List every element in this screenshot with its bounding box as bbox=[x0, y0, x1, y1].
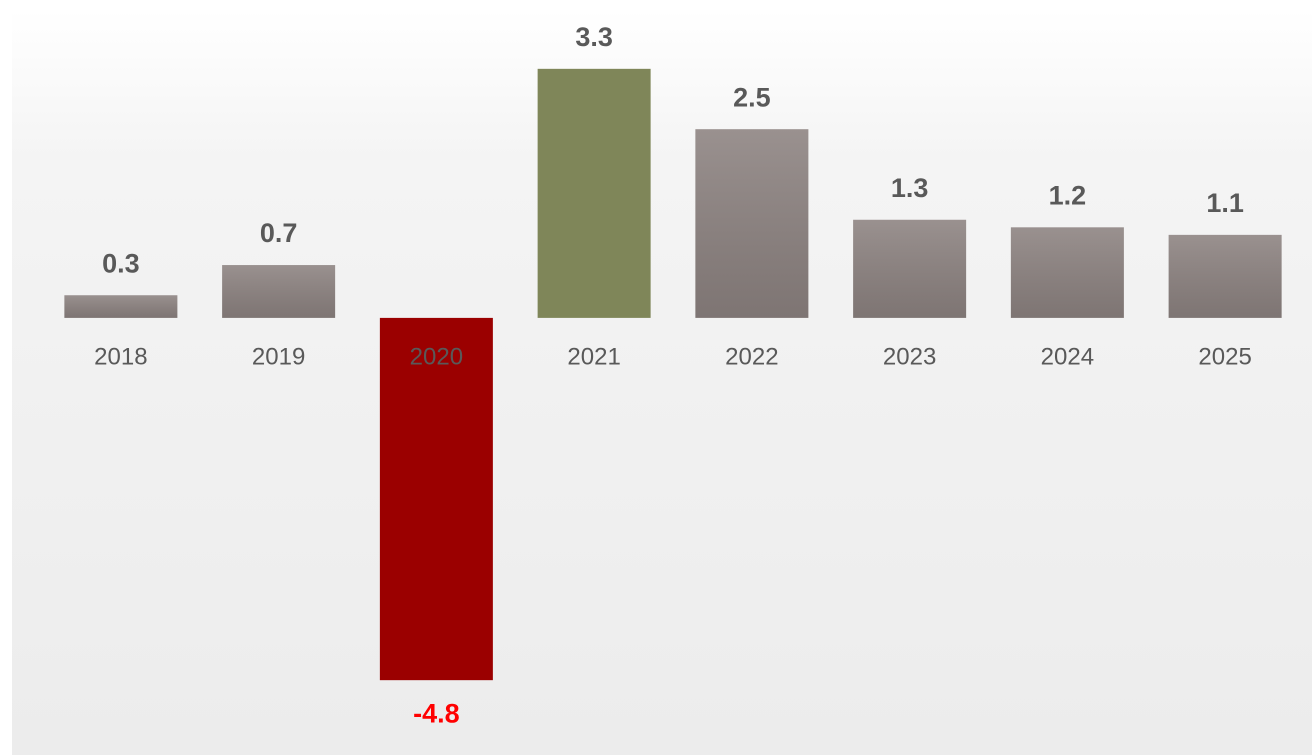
x-tick-label: 2025 bbox=[1198, 343, 1251, 370]
value-label: 2.5 bbox=[733, 82, 771, 112]
bar bbox=[379, 317, 493, 681]
bar-shade bbox=[853, 219, 967, 318]
bar-shade bbox=[1010, 227, 1124, 318]
bar-shade bbox=[695, 129, 809, 318]
x-tick-label: 2022 bbox=[725, 343, 778, 370]
bar bbox=[537, 68, 651, 318]
value-label: 1.3 bbox=[891, 173, 929, 203]
value-label: 3.3 bbox=[575, 22, 613, 52]
x-tick-label: 2023 bbox=[883, 343, 936, 370]
value-label: 1.1 bbox=[1206, 188, 1244, 218]
value-label: 0.3 bbox=[102, 248, 140, 278]
bar-shade bbox=[64, 295, 178, 318]
x-tick-label: 2019 bbox=[252, 343, 305, 370]
x-tick-label: 2024 bbox=[1041, 343, 1094, 370]
value-label: -4.8 bbox=[413, 698, 460, 728]
x-tick-label: 2021 bbox=[567, 343, 620, 370]
x-tick-label: 2020 bbox=[410, 343, 463, 370]
bar-shade bbox=[1168, 234, 1282, 318]
bar-shade bbox=[222, 265, 336, 318]
value-label: 0.7 bbox=[260, 218, 298, 248]
x-tick-label: 2018 bbox=[94, 343, 147, 370]
value-label: 1.2 bbox=[1049, 180, 1087, 210]
background bbox=[12, 10, 1312, 755]
